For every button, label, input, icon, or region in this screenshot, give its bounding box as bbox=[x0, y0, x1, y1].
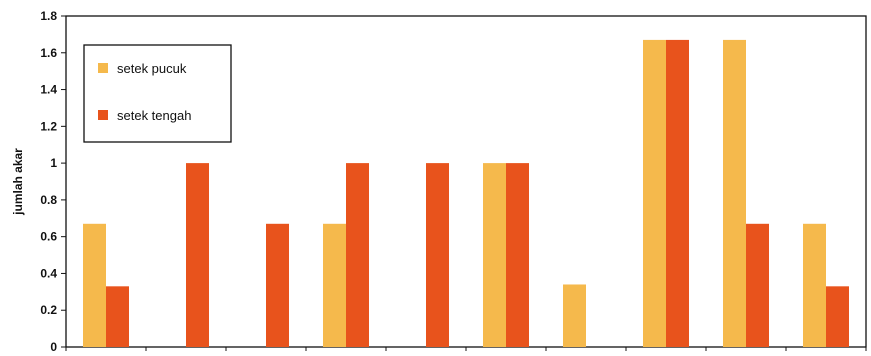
bar-series1 bbox=[563, 284, 586, 347]
bar-series1 bbox=[803, 223, 826, 347]
y-tick-label: 1.2 bbox=[40, 119, 57, 133]
bar-series2 bbox=[666, 39, 689, 348]
y-tick-label: 0 bbox=[50, 340, 57, 351]
bars bbox=[83, 39, 849, 348]
bar-series2 bbox=[186, 163, 209, 347]
bar-series2 bbox=[266, 223, 289, 347]
y-tick-label: 1.8 bbox=[40, 9, 57, 23]
legend-swatch bbox=[98, 110, 108, 120]
bar-series1 bbox=[483, 163, 506, 347]
y-tick-label: 1 bbox=[50, 156, 57, 170]
legend-entry-label: setek tengah bbox=[117, 108, 191, 123]
bar-series2 bbox=[346, 163, 369, 347]
legend-swatch bbox=[98, 63, 108, 73]
bar-series2 bbox=[426, 163, 449, 347]
bar-series1 bbox=[323, 223, 346, 347]
legend-entry-label: setek pucuk bbox=[117, 61, 187, 76]
y-tick-label: 0.4 bbox=[40, 266, 57, 280]
y-tick-label: 1.4 bbox=[40, 83, 57, 97]
y-tick-label: 0.8 bbox=[40, 193, 57, 207]
y-tick-label: 0.2 bbox=[40, 303, 57, 317]
y-axis-ticks: 0 0.2 0.4 0.6 0.8 1 1.2 1.4 1.6 1.8 bbox=[40, 9, 867, 354]
bar-series2 bbox=[826, 286, 849, 347]
bar-series1 bbox=[723, 39, 746, 348]
bar-series1 bbox=[643, 39, 666, 348]
bar-series2 bbox=[746, 223, 769, 347]
bar-series1 bbox=[83, 223, 106, 347]
y-tick-label: 1.6 bbox=[40, 46, 57, 60]
legend: setek pucuk setek tengah bbox=[83, 44, 232, 143]
legend-box bbox=[83, 44, 232, 143]
y-tick-label: 0.6 bbox=[40, 230, 57, 244]
bar-series2 bbox=[506, 163, 529, 347]
y-axis-label: jumlah akar bbox=[11, 148, 25, 216]
bar-series2 bbox=[106, 286, 129, 347]
